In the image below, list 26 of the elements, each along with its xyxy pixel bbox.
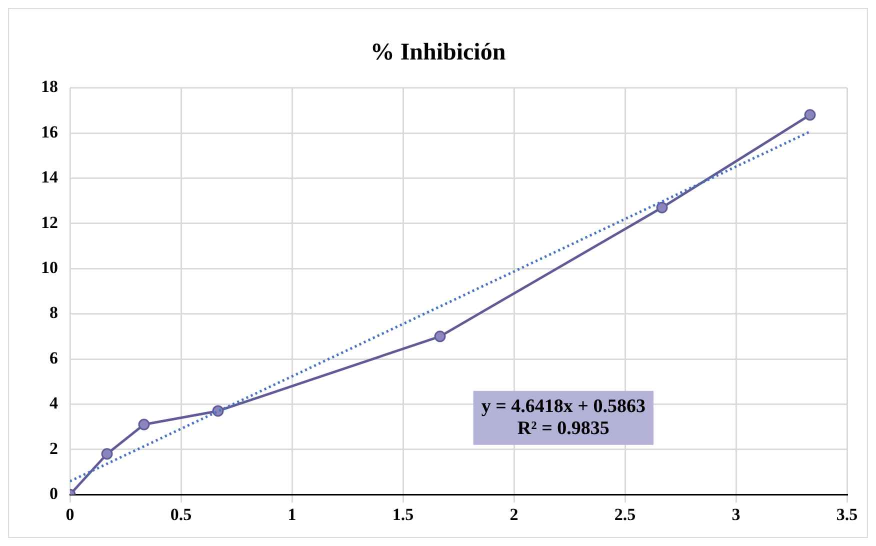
x-tick-label: 0.5 [170, 505, 192, 524]
x-tick-label: 2.5 [614, 505, 636, 524]
x-tick-label: 1.5 [392, 505, 414, 524]
x-tick-label: 0 [66, 505, 74, 524]
x-tick-label: 3 [732, 505, 740, 524]
y-tick-label: 12 [41, 212, 58, 232]
y-tick-label: 10 [41, 258, 58, 277]
annotation: R² = 0.9835 [517, 418, 610, 439]
y-tick-label: 14 [41, 168, 58, 187]
chart-title: % Inhibición [370, 40, 506, 66]
point [138, 418, 150, 430]
y-tick-label: 0 [50, 484, 58, 503]
point [804, 109, 816, 121]
y-tick-label: 18 [41, 77, 58, 96]
point [434, 330, 446, 342]
y-tick-label: 2 [50, 438, 58, 458]
y-tick-label: 8 [50, 303, 58, 322]
y-tick-label: 6 [50, 348, 58, 368]
x-tick-label: 3.5 [836, 505, 858, 524]
y-tick-label: 16 [41, 122, 58, 142]
point [656, 202, 668, 214]
point [101, 448, 113, 460]
x-tick-label: 1 [288, 505, 296, 524]
x-tick-label: 2 [510, 505, 518, 524]
y-tick-label: 4 [50, 394, 58, 413]
annotation: y = 4.6418x + 0.5863 [481, 396, 646, 417]
